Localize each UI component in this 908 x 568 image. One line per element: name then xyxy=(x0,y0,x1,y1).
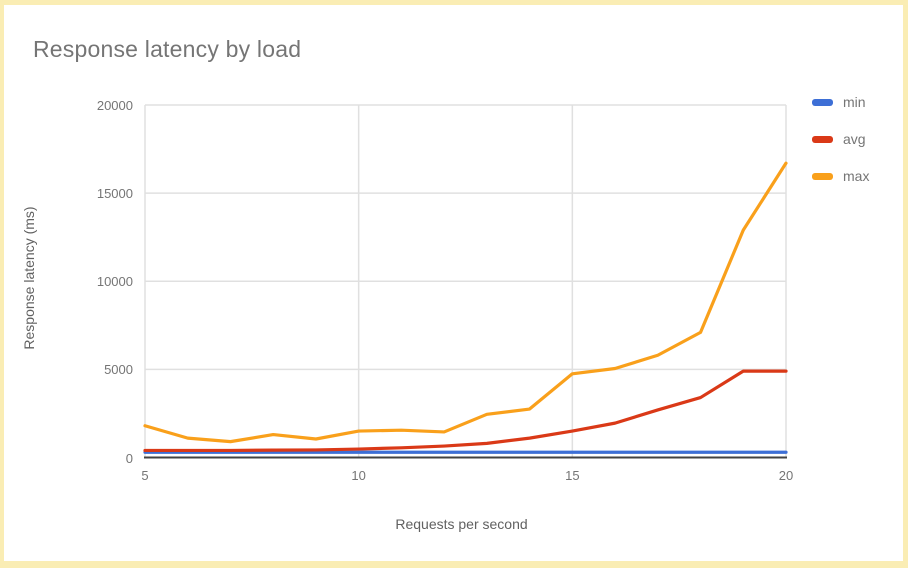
x-tick-label: 5 xyxy=(141,468,149,483)
legend-item-max: max xyxy=(812,169,869,184)
series-line-avg xyxy=(143,369,788,453)
y-axis-title: Response latency (ms) xyxy=(21,206,37,350)
series-line-max xyxy=(143,161,788,444)
chart-plot-area[interactable] xyxy=(4,5,908,568)
legend-swatch-min xyxy=(812,99,833,106)
y-tick-label: 20000 xyxy=(96,98,133,113)
legend-swatch-max xyxy=(812,173,833,180)
legend-label: avg xyxy=(843,131,866,147)
x-tick-label: 10 xyxy=(351,468,366,483)
chart-title: Response latency by load xyxy=(33,36,302,62)
legend-label: max xyxy=(843,168,870,184)
y-tick-label: 0 xyxy=(125,450,133,466)
x-tick-label: 15 xyxy=(565,468,580,483)
x-axis-title: Requests per second xyxy=(395,516,528,532)
legend-item-avg: avg xyxy=(812,132,869,147)
x-tick-label: 20 xyxy=(778,468,794,483)
legend-swatch-avg xyxy=(812,136,833,143)
y-tick-label: 5000 xyxy=(104,362,133,378)
chart-legend: min avg max xyxy=(812,95,869,206)
y-tick-label: 10000 xyxy=(96,274,133,290)
legend-label: min xyxy=(843,94,866,110)
legend-item-min: min xyxy=(812,95,869,110)
y-tick-label: 15000 xyxy=(96,186,133,202)
